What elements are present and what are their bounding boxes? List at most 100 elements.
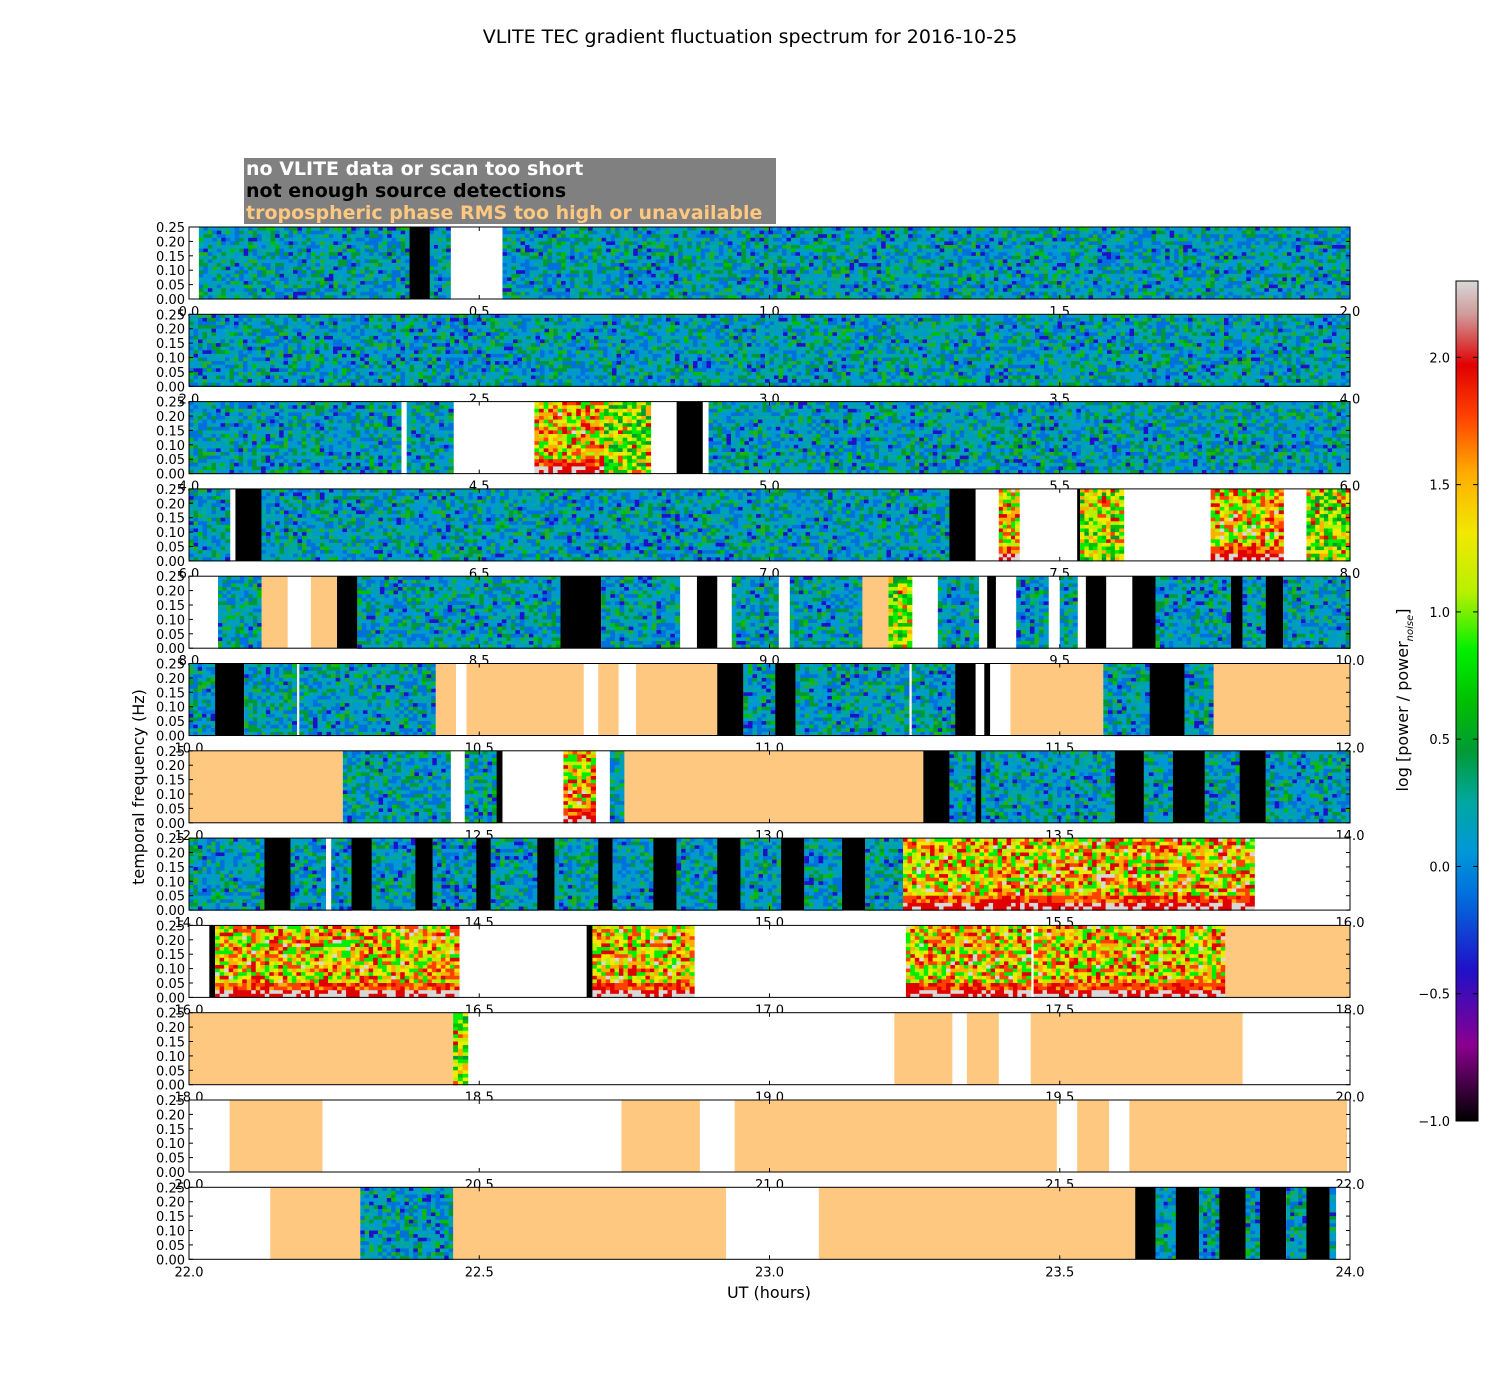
segment-k [1240,751,1266,823]
y-tick-label: 0.20 [156,1108,185,1123]
segment-q [244,664,297,737]
segment-t [636,664,717,736]
segment-q [613,838,654,911]
y-tick-label: 0.20 [156,497,185,512]
segment-q [1156,1187,1177,1260]
segment-q [502,227,1350,300]
y-tick-label: 0.10 [156,1050,185,1065]
segment-t [819,1187,1135,1259]
segment-q [1266,751,1351,824]
y-tick-label: 0.05 [156,890,185,905]
y-tick-label: 0.10 [156,701,185,716]
segment-q [299,664,436,737]
segment-k [984,664,990,736]
segment-q [709,402,1351,475]
segment-q [1205,751,1240,824]
panel: 0.000.050.100.150.200.250.0 0.5 1.0 1.5 2.0 [156,221,1360,320]
colorbar-tick-label: 0.5 [1429,733,1450,748]
segment-t [453,1187,726,1259]
segment-q [865,838,903,911]
segment-s [906,925,1031,998]
segment-k [352,838,372,910]
y-tick-label: 0.15 [156,599,185,614]
segment-q [1286,1187,1307,1260]
y-tick-label: 0.10 [156,788,185,803]
segment-q [1144,751,1174,824]
segment-q [912,664,956,737]
y-tick-label: 0.25 [156,308,185,323]
segment-k [653,838,676,910]
colorbar-tick-label: −0.5 [1418,988,1450,1003]
y-tick-label: 0.05 [156,1239,185,1254]
segment-t [1077,1100,1109,1172]
segment-q [949,751,976,824]
segment-q [372,838,416,911]
y-tick-label: 0.20 [156,1196,185,1211]
y-tick-label: 0.20 [156,934,185,949]
y-tick-label: 0.25 [156,221,185,236]
legend-item-tropo-rms: tropospheric phase RMS too high or unava… [246,202,762,224]
chart-title: VLITE TEC gradient fluctuation spectrum … [483,26,1017,48]
segment-q [796,664,910,737]
segment-k [598,838,613,910]
y-tick-label: 0.20 [156,1021,185,1036]
segment-q [555,838,599,911]
segment-s [999,489,1020,562]
y-tick-label: 0.05 [156,1152,185,1167]
segment-k [955,664,975,736]
panel-group: 0.000.050.100.150.200.250.0 0.5 1.0 1.5 2.00… [156,221,1364,1280]
y-tick-label: 0.05 [156,628,185,643]
legend-item-few-sources: not enough source detections [246,180,566,202]
segment-s [534,402,604,475]
segment-q [740,838,781,911]
segment-a [889,576,913,649]
y-tick-label: 0.25 [156,745,185,760]
segment-q [732,576,779,649]
segment-k [1173,751,1205,823]
segment-q [1016,576,1049,649]
segment-q [199,227,410,300]
y-tick-label: 0.15 [156,250,185,265]
segment-k [1306,1187,1329,1259]
segment-k [697,576,717,648]
segment-a [453,1013,468,1086]
y-tick-label: 0.15 [156,337,185,352]
segment-k [264,838,290,910]
segment-q [1156,576,1232,649]
colorbar [1456,281,1478,1121]
colorbar-label-close: ] [1393,608,1412,614]
y-tick-label: 0.25 [156,570,185,585]
segment-t [1031,1013,1243,1085]
y-tick-label: 0.15 [156,424,185,439]
segment-k [717,838,740,910]
segment-q [189,402,401,475]
segment-k [1150,664,1185,736]
panel: 0.000.050.100.150.200.252.0 2.5 3.0 3.5 4.0 [156,308,1360,407]
x-tick-label: 22.0 [175,1265,204,1280]
y-tick-label: 0.15 [156,1210,185,1225]
segment-t [1214,664,1350,736]
segment-q [1283,576,1350,649]
segment-k [337,576,357,648]
colorbar-tick-label: 1.0 [1429,606,1450,621]
y-tick-label: 0.05 [156,366,185,381]
y-tick-label: 0.10 [156,439,185,454]
segment-k [717,664,743,736]
segment-k [1132,576,1155,648]
segment-q [677,838,718,911]
segment-q [433,838,477,911]
segment-k [1135,1187,1155,1259]
segment-k [781,838,804,910]
segment-k [497,751,503,823]
y-tick-label: 0.25 [156,658,185,673]
segment-t [967,1013,999,1085]
y-tick-label: 0.05 [156,541,185,556]
y-tick-label: 0.10 [156,613,185,628]
y-tick-label: 0.10 [156,264,185,279]
segment-q [407,402,454,475]
legend-item-no-data: no VLITE data or scan too short [246,158,583,180]
segment-q [1060,576,1078,649]
segment-k [537,838,554,910]
